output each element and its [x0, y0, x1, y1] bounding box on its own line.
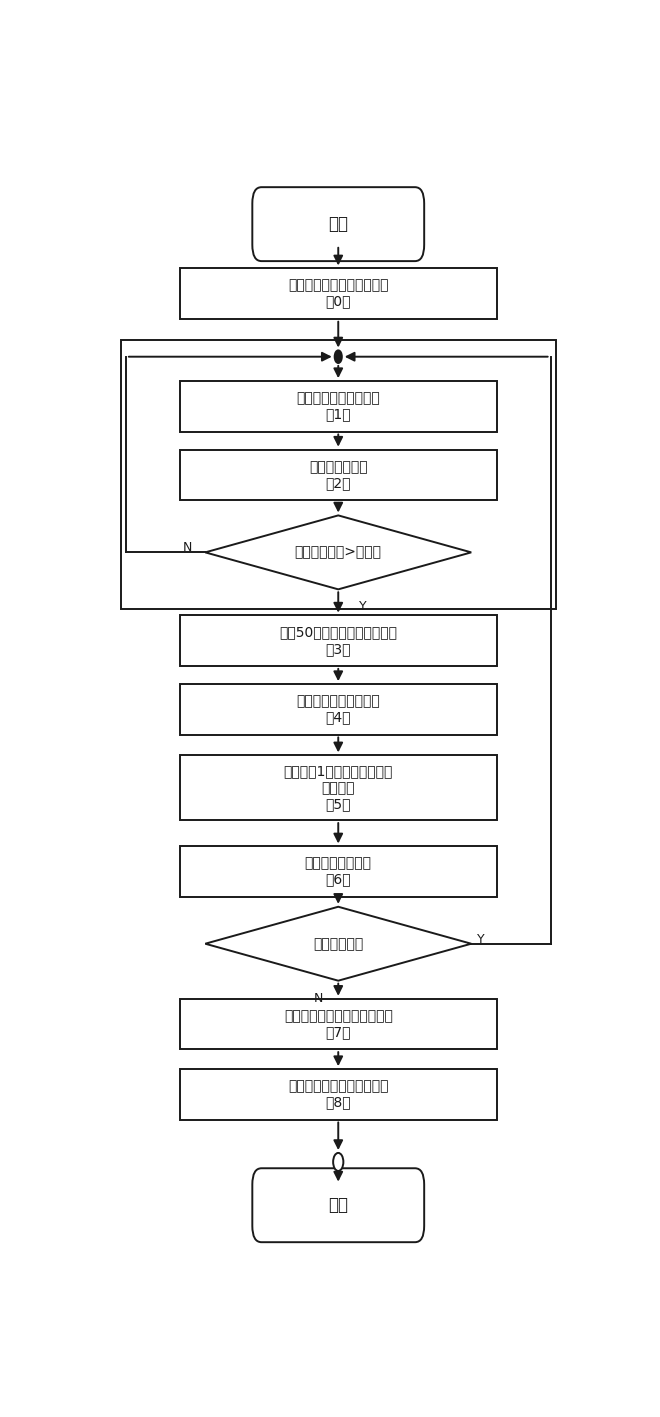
FancyBboxPatch shape: [252, 1168, 424, 1243]
Text: 采集卡初始化为低采样频率
（0）: 采集卡初始化为低采样频率 （0）: [288, 279, 389, 309]
Text: 开始: 开始: [328, 215, 348, 234]
Bar: [180, 755, 497, 820]
Text: Y: Y: [477, 932, 485, 945]
Bar: [180, 615, 497, 666]
Text: N: N: [183, 541, 193, 554]
Text: 是干扰信号？: 是干扰信号？: [313, 937, 364, 951]
Bar: [180, 1068, 497, 1119]
Text: 故障高采样率阶段工作
（4）: 故障高采样率阶段工作 （4）: [296, 694, 380, 724]
Bar: [180, 999, 497, 1049]
Bar: [180, 684, 497, 734]
Text: 放电电压幅値>阈値？: 放电电压幅値>阈値？: [295, 546, 381, 560]
Text: Y: Y: [359, 601, 366, 614]
Polygon shape: [205, 907, 471, 981]
Text: 小安低采样率阶段工作
（1）: 小安低采样率阶段工作 （1）: [296, 391, 380, 421]
Text: 返回: 返回: [328, 1196, 348, 1214]
FancyBboxPatch shape: [252, 187, 424, 261]
Text: 输出报警信号、放电类型等
（8）: 输出报警信号、放电类型等 （8）: [288, 1080, 389, 1110]
Polygon shape: [205, 516, 471, 589]
Bar: [180, 268, 497, 319]
Text: 干扰识别处理阶段
（6）: 干扰识别处理阶段 （6）: [305, 856, 372, 887]
Text: N: N: [314, 992, 323, 1005]
Circle shape: [335, 350, 342, 363]
Text: 采样数据预处理
（2）: 采样数据预处理 （2）: [309, 459, 368, 490]
Text: 故障模式匹配和故障状态识别
（7）: 故障模式匹配和故障状态识别 （7）: [284, 1009, 393, 1039]
Text: 存责50个周波的低采样率数据
（3）: 存责50个周波的低采样率数据 （3）: [279, 626, 397, 656]
Bar: [121, 340, 556, 609]
Text: 存责至少1个完整周波的高采
样率数据
（5）: 存责至少1个完整周波的高采 样率数据 （5）: [284, 765, 393, 811]
Bar: [180, 381, 497, 432]
Bar: [180, 449, 497, 500]
Bar: [180, 846, 497, 897]
Circle shape: [333, 1153, 343, 1170]
